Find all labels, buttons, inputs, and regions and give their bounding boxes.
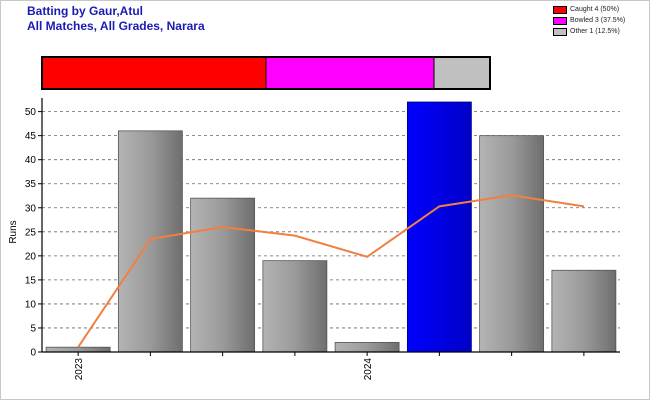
legend-item-caught: Caught 4 (50%) — [553, 4, 645, 15]
y-tick-label: 25 — [25, 227, 37, 238]
legend-item-bowled: Bowled 3 (37.5%) — [553, 15, 645, 26]
dismissal-legend: Caught 4 (50%) Bowled 3 (37.5%) Other 1 … — [553, 4, 645, 37]
y-tick-label: 50 — [25, 107, 37, 118]
bar — [262, 260, 328, 353]
y-axis-label: Runs — [8, 220, 19, 243]
bar — [45, 346, 111, 353]
bar — [190, 197, 256, 353]
y-tick-label: 20 — [25, 251, 37, 262]
y-tick-label: 10 — [25, 299, 37, 310]
y-tick-label: 15 — [25, 275, 37, 286]
y-tick-label: 40 — [25, 155, 37, 166]
y-tick-label: 5 — [30, 323, 36, 334]
chart-subtitle: All Matches, All Grades, Narara — [27, 19, 205, 33]
legend-swatch-other — [553, 27, 567, 36]
legend-label-bowled: Bowled 3 (37.5%) — [570, 17, 626, 24]
bar — [479, 135, 545, 353]
legend-label-other: Other 1 (12.5%) — [570, 28, 620, 35]
legend-item-other: Other 1 (12.5%) — [553, 26, 645, 37]
bar — [551, 269, 617, 353]
legend-label-caught: Caught 4 (50%) — [570, 6, 620, 13]
dismissal-segment — [265, 56, 435, 90]
dismissal-bar — [41, 56, 491, 90]
dismissal-bar-border — [41, 56, 491, 90]
y-tick-label: 35 — [25, 179, 37, 190]
legend-swatch-caught — [553, 5, 567, 14]
trend-line — [77, 194, 585, 348]
axes: 0 5 10 15 20 25 30 35 40 45 50 2023 2024 — [25, 98, 620, 380]
chart-title: Batting by Gaur,Atul — [27, 4, 144, 18]
y-tick-label: 45 — [25, 131, 37, 142]
bar — [117, 130, 183, 353]
legend-swatch-bowled — [553, 16, 567, 25]
y-tick-label: 0 — [30, 348, 36, 359]
trend-line-path — [77, 194, 585, 348]
bar — [334, 341, 400, 353]
bars — [45, 101, 617, 353]
x-tick-label: 2024 — [363, 358, 374, 381]
dismissal-segment — [41, 56, 267, 90]
dismissal-segment — [433, 56, 491, 90]
x-tick-label: 2023 — [74, 358, 85, 381]
bar-highlight — [406, 101, 472, 353]
y-tick-label: 30 — [25, 203, 37, 214]
